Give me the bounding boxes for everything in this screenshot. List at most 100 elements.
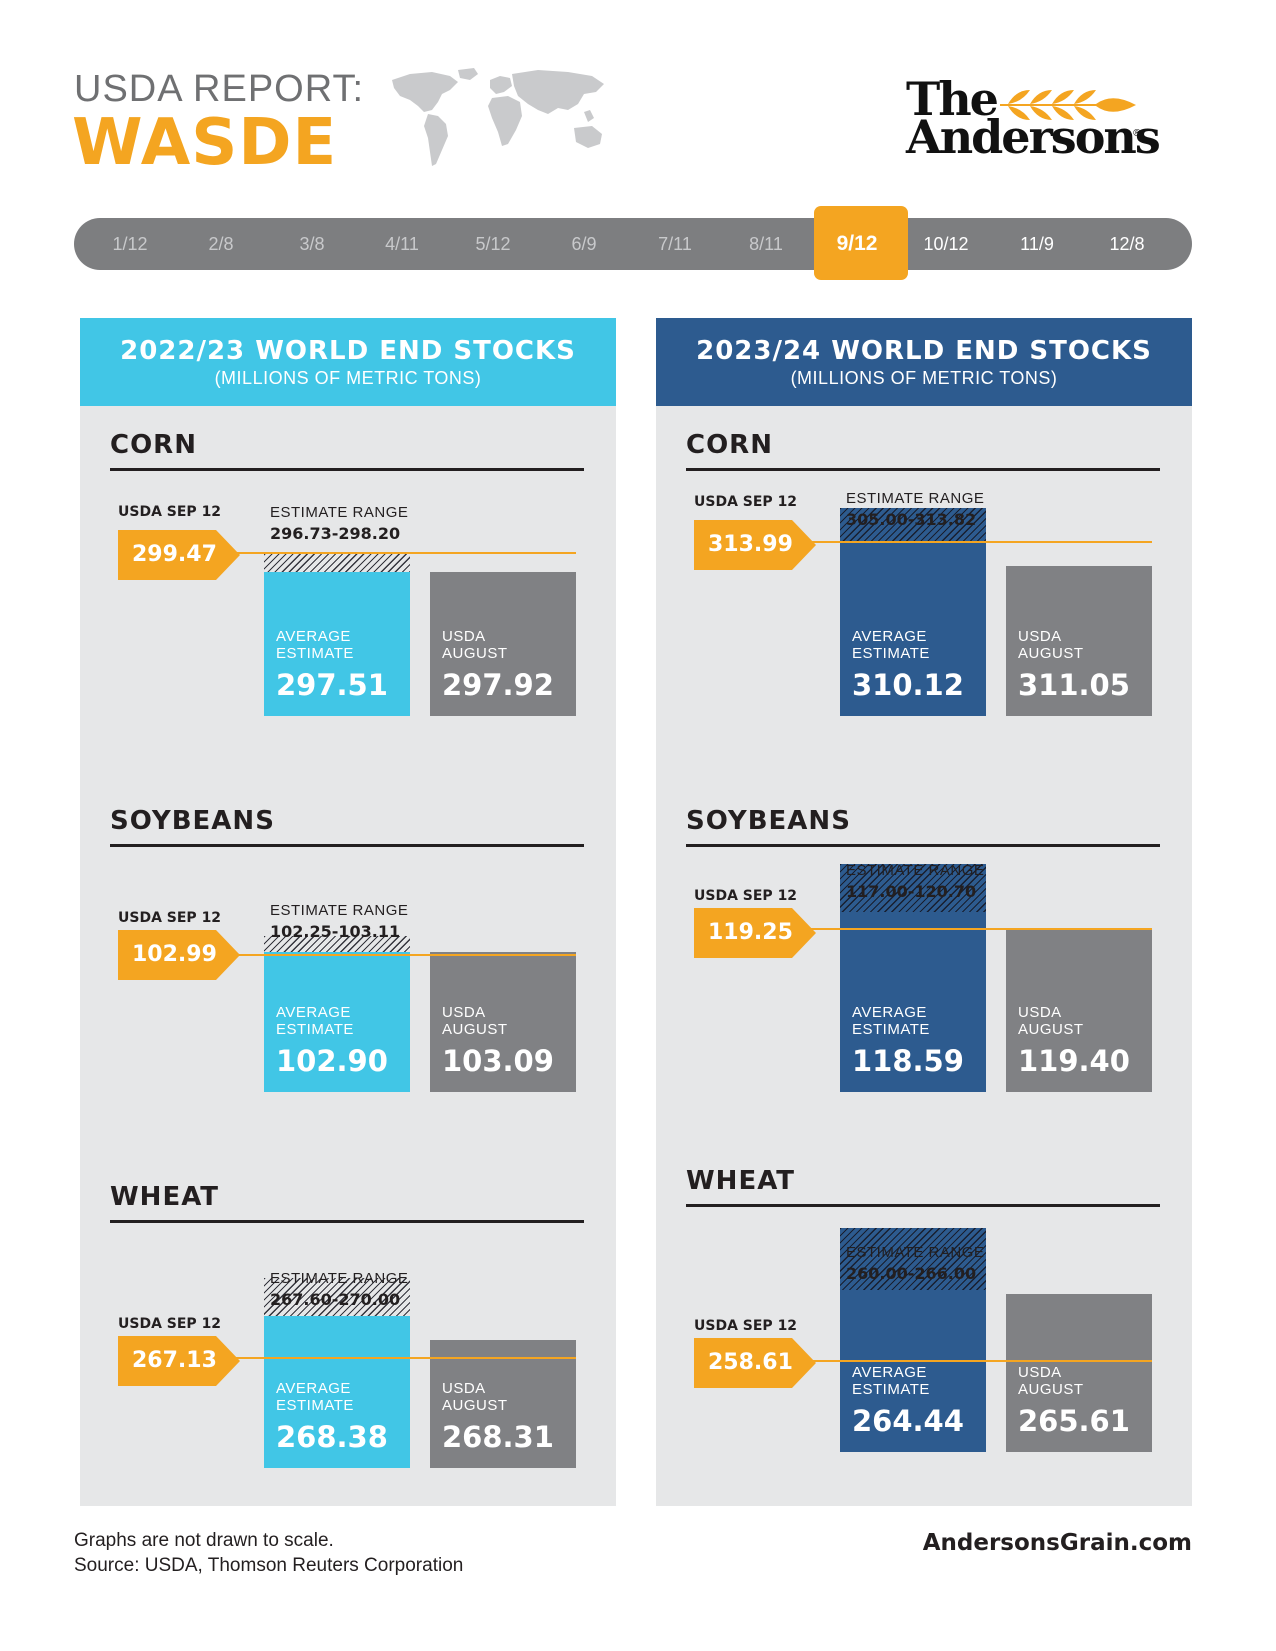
usda-august-caption: USDA	[1018, 1004, 1062, 1021]
timeline-item[interactable]: 9/12	[836, 232, 878, 255]
usda-august-caption: USDA	[442, 1380, 486, 1397]
average-estimate-bar	[840, 542, 986, 716]
estimate-range-band	[264, 554, 410, 572]
panel-title: 2022/23 WORLD END STOCKS	[120, 336, 576, 366]
crop-label: WHEAT	[686, 1166, 796, 1196]
panel-subtitle: (MILLIONS OF METRIC TONS)	[790, 368, 1058, 388]
estimate-range-band	[840, 1228, 986, 1290]
scale-note: Graphs are not drawn to scale.	[74, 1530, 334, 1551]
crop-rule	[686, 468, 1160, 471]
timeline-item[interactable]: 7/11	[658, 234, 692, 254]
estimate-range-band	[840, 508, 986, 542]
source-note: Source: USDA, Thomson Reuters Corporatio…	[74, 1555, 464, 1576]
usda-august-bar	[1006, 928, 1152, 1092]
timeline-item[interactable]: 3/8	[299, 234, 325, 254]
average-estimate-caption: ESTIMATE	[852, 1021, 930, 1038]
average-estimate-bar	[840, 912, 986, 1092]
estimate-range-label: ESTIMATE RANGE	[846, 490, 985, 507]
usda-sep12-value: 119.25	[708, 920, 793, 945]
report-label: USDA REPORT:	[74, 68, 365, 110]
average-estimate-bar	[264, 572, 410, 716]
website-link[interactable]: AndersonsGrain.com	[922, 1530, 1192, 1556]
usda-sep12-label: USDA SEP 12	[118, 504, 222, 520]
usda-sep12-value: 299.47	[132, 542, 217, 567]
usda-august-caption: USDA	[442, 628, 486, 645]
usda-sep12-label: USDA SEP 12	[694, 888, 798, 904]
timeline-item[interactable]: 6/9	[571, 234, 597, 254]
report-timeline	[74, 218, 1192, 270]
average-estimate-caption: AVERAGE	[852, 1364, 927, 1381]
crop-label: SOYBEANS	[686, 806, 851, 836]
usda-sep12-label: USDA SEP 12	[694, 1318, 798, 1334]
usda-august-value: 297.92	[442, 668, 554, 702]
average-estimate-bar	[840, 1290, 986, 1452]
timeline-item[interactable]: 11/9	[1020, 234, 1054, 254]
usda-august-bar	[430, 572, 576, 716]
usda-august-value: 119.40	[1018, 1044, 1130, 1078]
timeline-item[interactable]: 5/12	[475, 234, 511, 254]
estimate-range-band	[840, 864, 986, 912]
timeline-active-marker	[814, 206, 908, 280]
usda-sep12-line	[230, 954, 576, 956]
average-estimate-bar	[264, 1316, 410, 1468]
usda-sep12-badge	[118, 530, 240, 580]
usda-august-caption: AUGUST	[442, 1021, 508, 1038]
average-estimate-caption: AVERAGE	[276, 1380, 351, 1397]
timeline-item[interactable]: 10/12	[923, 234, 969, 254]
timeline-item[interactable]: 2/8	[208, 234, 234, 254]
estimate-range-value: 102.25-103.11	[270, 922, 401, 941]
usda-sep12-line	[806, 1360, 1152, 1362]
timeline-item[interactable]: 1/12	[112, 234, 148, 254]
average-estimate-value: 268.38	[276, 1420, 388, 1454]
average-estimate-caption: ESTIMATE	[276, 1021, 354, 1038]
estimate-range-band	[264, 936, 410, 952]
crop-rule	[686, 844, 1160, 847]
usda-august-caption: AUGUST	[1018, 1381, 1084, 1398]
usda-sep12-value: 258.61	[708, 1350, 793, 1375]
crop-rule	[110, 844, 584, 847]
average-estimate-value: 118.59	[852, 1044, 964, 1078]
usda-august-value: 265.61	[1018, 1404, 1130, 1438]
timeline-item[interactable]: 4/11	[385, 234, 419, 254]
panel-subtitle: (MILLIONS OF METRIC TONS)	[214, 368, 482, 388]
usda-august-bar	[1006, 1294, 1152, 1452]
usda-sep12-line	[806, 928, 1152, 930]
timeline-item[interactable]: 12/8	[1109, 234, 1145, 254]
estimate-range-value: 117.00-120.70	[846, 882, 977, 901]
usda-sep12-badge	[118, 1336, 240, 1386]
crop-label: CORN	[686, 430, 773, 460]
estimate-range-label: ESTIMATE RANGE	[270, 902, 409, 919]
average-estimate-caption: AVERAGE	[852, 1004, 927, 1021]
estimate-range-value: 296.73-298.20	[270, 524, 401, 543]
estimate-range-band	[264, 1278, 410, 1316]
usda-sep12-value: 102.99	[132, 942, 217, 967]
average-estimate-value: 264.44	[852, 1404, 964, 1438]
usda-august-bar	[430, 1340, 576, 1468]
crop-label: SOYBEANS	[110, 806, 275, 836]
average-estimate-caption: AVERAGE	[852, 628, 927, 645]
usda-august-caption: AUGUST	[1018, 1021, 1084, 1038]
usda-august-value: 103.09	[442, 1044, 554, 1078]
usda-august-bar	[430, 952, 576, 1092]
world-map-icon	[392, 68, 604, 166]
crop-rule	[110, 468, 584, 471]
average-estimate-caption: ESTIMATE	[276, 1397, 354, 1414]
usda-august-bar	[1006, 566, 1152, 716]
usda-sep12-label: USDA SEP 12	[118, 1316, 222, 1332]
panel-header-2022-23: 2022/23 WORLD END STOCKS (MILLIONS OF ME…	[80, 318, 616, 406]
estimate-range-label: ESTIMATE RANGE	[846, 1244, 985, 1261]
usda-sep12-value: 313.99	[708, 532, 793, 557]
panel-header-2023-24: 2023/24 WORLD END STOCKS (MILLIONS OF ME…	[656, 318, 1192, 406]
timeline-item[interactable]: 8/11	[749, 234, 783, 254]
usda-august-value: 311.05	[1018, 668, 1130, 702]
average-estimate-value: 310.12	[852, 668, 964, 702]
average-estimate-caption: ESTIMATE	[852, 645, 930, 662]
usda-sep12-line	[230, 1357, 576, 1359]
footer-notes: Graphs are not drawn to scale. Source: U…	[74, 1528, 463, 1578]
estimate-range-value: 267.60-270.00	[270, 1290, 401, 1309]
usda-sep12-badge	[694, 520, 816, 570]
usda-sep12-badge	[694, 1338, 816, 1388]
crop-rule	[110, 1220, 584, 1223]
usda-sep12-line	[230, 552, 576, 554]
average-estimate-bar	[264, 952, 410, 1092]
